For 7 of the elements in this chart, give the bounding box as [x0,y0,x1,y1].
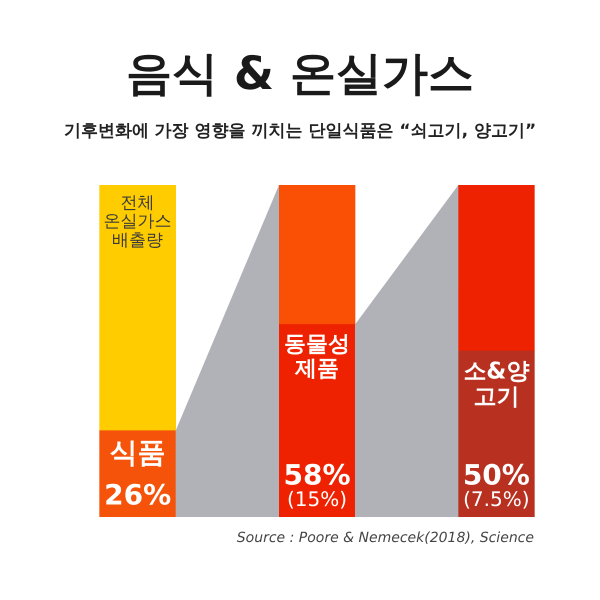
data-label: 전체 온실가스 배출량 [104,192,172,250]
text: 소&양 고기 50% (7.5%) [462,358,530,512]
source-note: Source : Poore & Nemecek(2018), Science [236,530,534,547]
data-label: 식품 26% [104,436,172,512]
chart-subtitle: 기후변화에 가장 영향을 끼치는 단일식품은 “쇠고기, 양고기” [62,121,538,142]
text: 동물성 제품 58% (15%) [283,332,351,512]
chart-title: 음식 & 온실가스 [124,46,476,100]
